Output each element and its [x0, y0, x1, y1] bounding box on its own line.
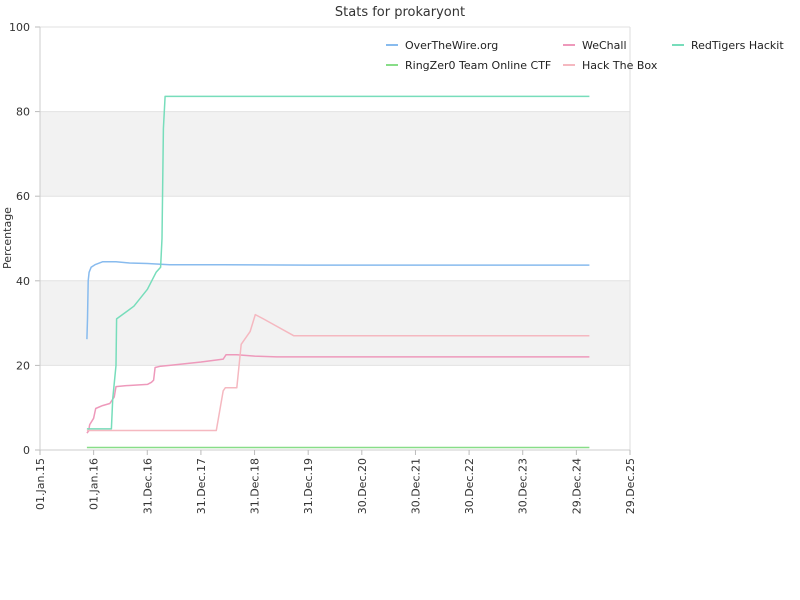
gridlines [40, 26, 630, 451]
x-tick-label: 29.Dec.25 [624, 458, 637, 514]
x-tick-label: 31.Dec.16 [141, 458, 154, 514]
y-tick-label: 40 [16, 275, 30, 288]
y-tick-label: 80 [16, 106, 30, 119]
series-line [86, 95, 590, 430]
x-tick-label: 01.Jan.16 [88, 458, 101, 510]
x-tick-label: 30.Dec.23 [517, 458, 530, 514]
x-tick-label: 01.Jan.15 [34, 458, 47, 510]
legend-label: WeChall [582, 39, 627, 52]
chart-title: Stats for prokaryont [335, 5, 465, 20]
series-line [86, 261, 590, 340]
background-band [40, 111, 630, 197]
legend: OverTheWire.org WeChall RedTigers Hackit Ri… [386, 39, 784, 72]
legend-label: OverTheWire.org [405, 39, 498, 52]
series-line [86, 354, 590, 434]
x-tick-label: 30.Dec.21 [409, 458, 422, 514]
legend-label: RingZer0 Team Online CTF [405, 59, 551, 72]
series-lines [86, 95, 590, 449]
legend-label: RedTigers Hackit [691, 39, 784, 52]
x-tick-label: 30.Dec.22 [463, 458, 476, 514]
x-tick-label: 31.Dec.18 [249, 458, 262, 514]
y-tick-labels: 0 20 40 60 80 100 [9, 21, 30, 457]
legend-label: Hack The Box [582, 59, 658, 72]
x-tick-label: 31.Dec.19 [302, 458, 315, 514]
x-tick-label: 30.Dec.20 [356, 458, 369, 514]
plot-background-bands [40, 111, 630, 366]
x-tick-label: 31.Dec.17 [195, 458, 208, 514]
background-band [40, 280, 630, 366]
x-tick-label: 29.Dec.24 [570, 458, 583, 514]
y-tick-label: 20 [16, 359, 30, 372]
y-tick-label: 0 [23, 444, 30, 457]
y-tick-label: 60 [16, 190, 30, 203]
y-axis-label: Percentage [1, 207, 14, 269]
y-tick-label: 100 [9, 21, 30, 34]
series-line [86, 313, 590, 432]
x-tick-labels: 01.Jan.15 01.Jan.16 31.Dec.16 31.Dec.17 31.D… [34, 458, 637, 514]
axes [35, 26, 631, 455]
